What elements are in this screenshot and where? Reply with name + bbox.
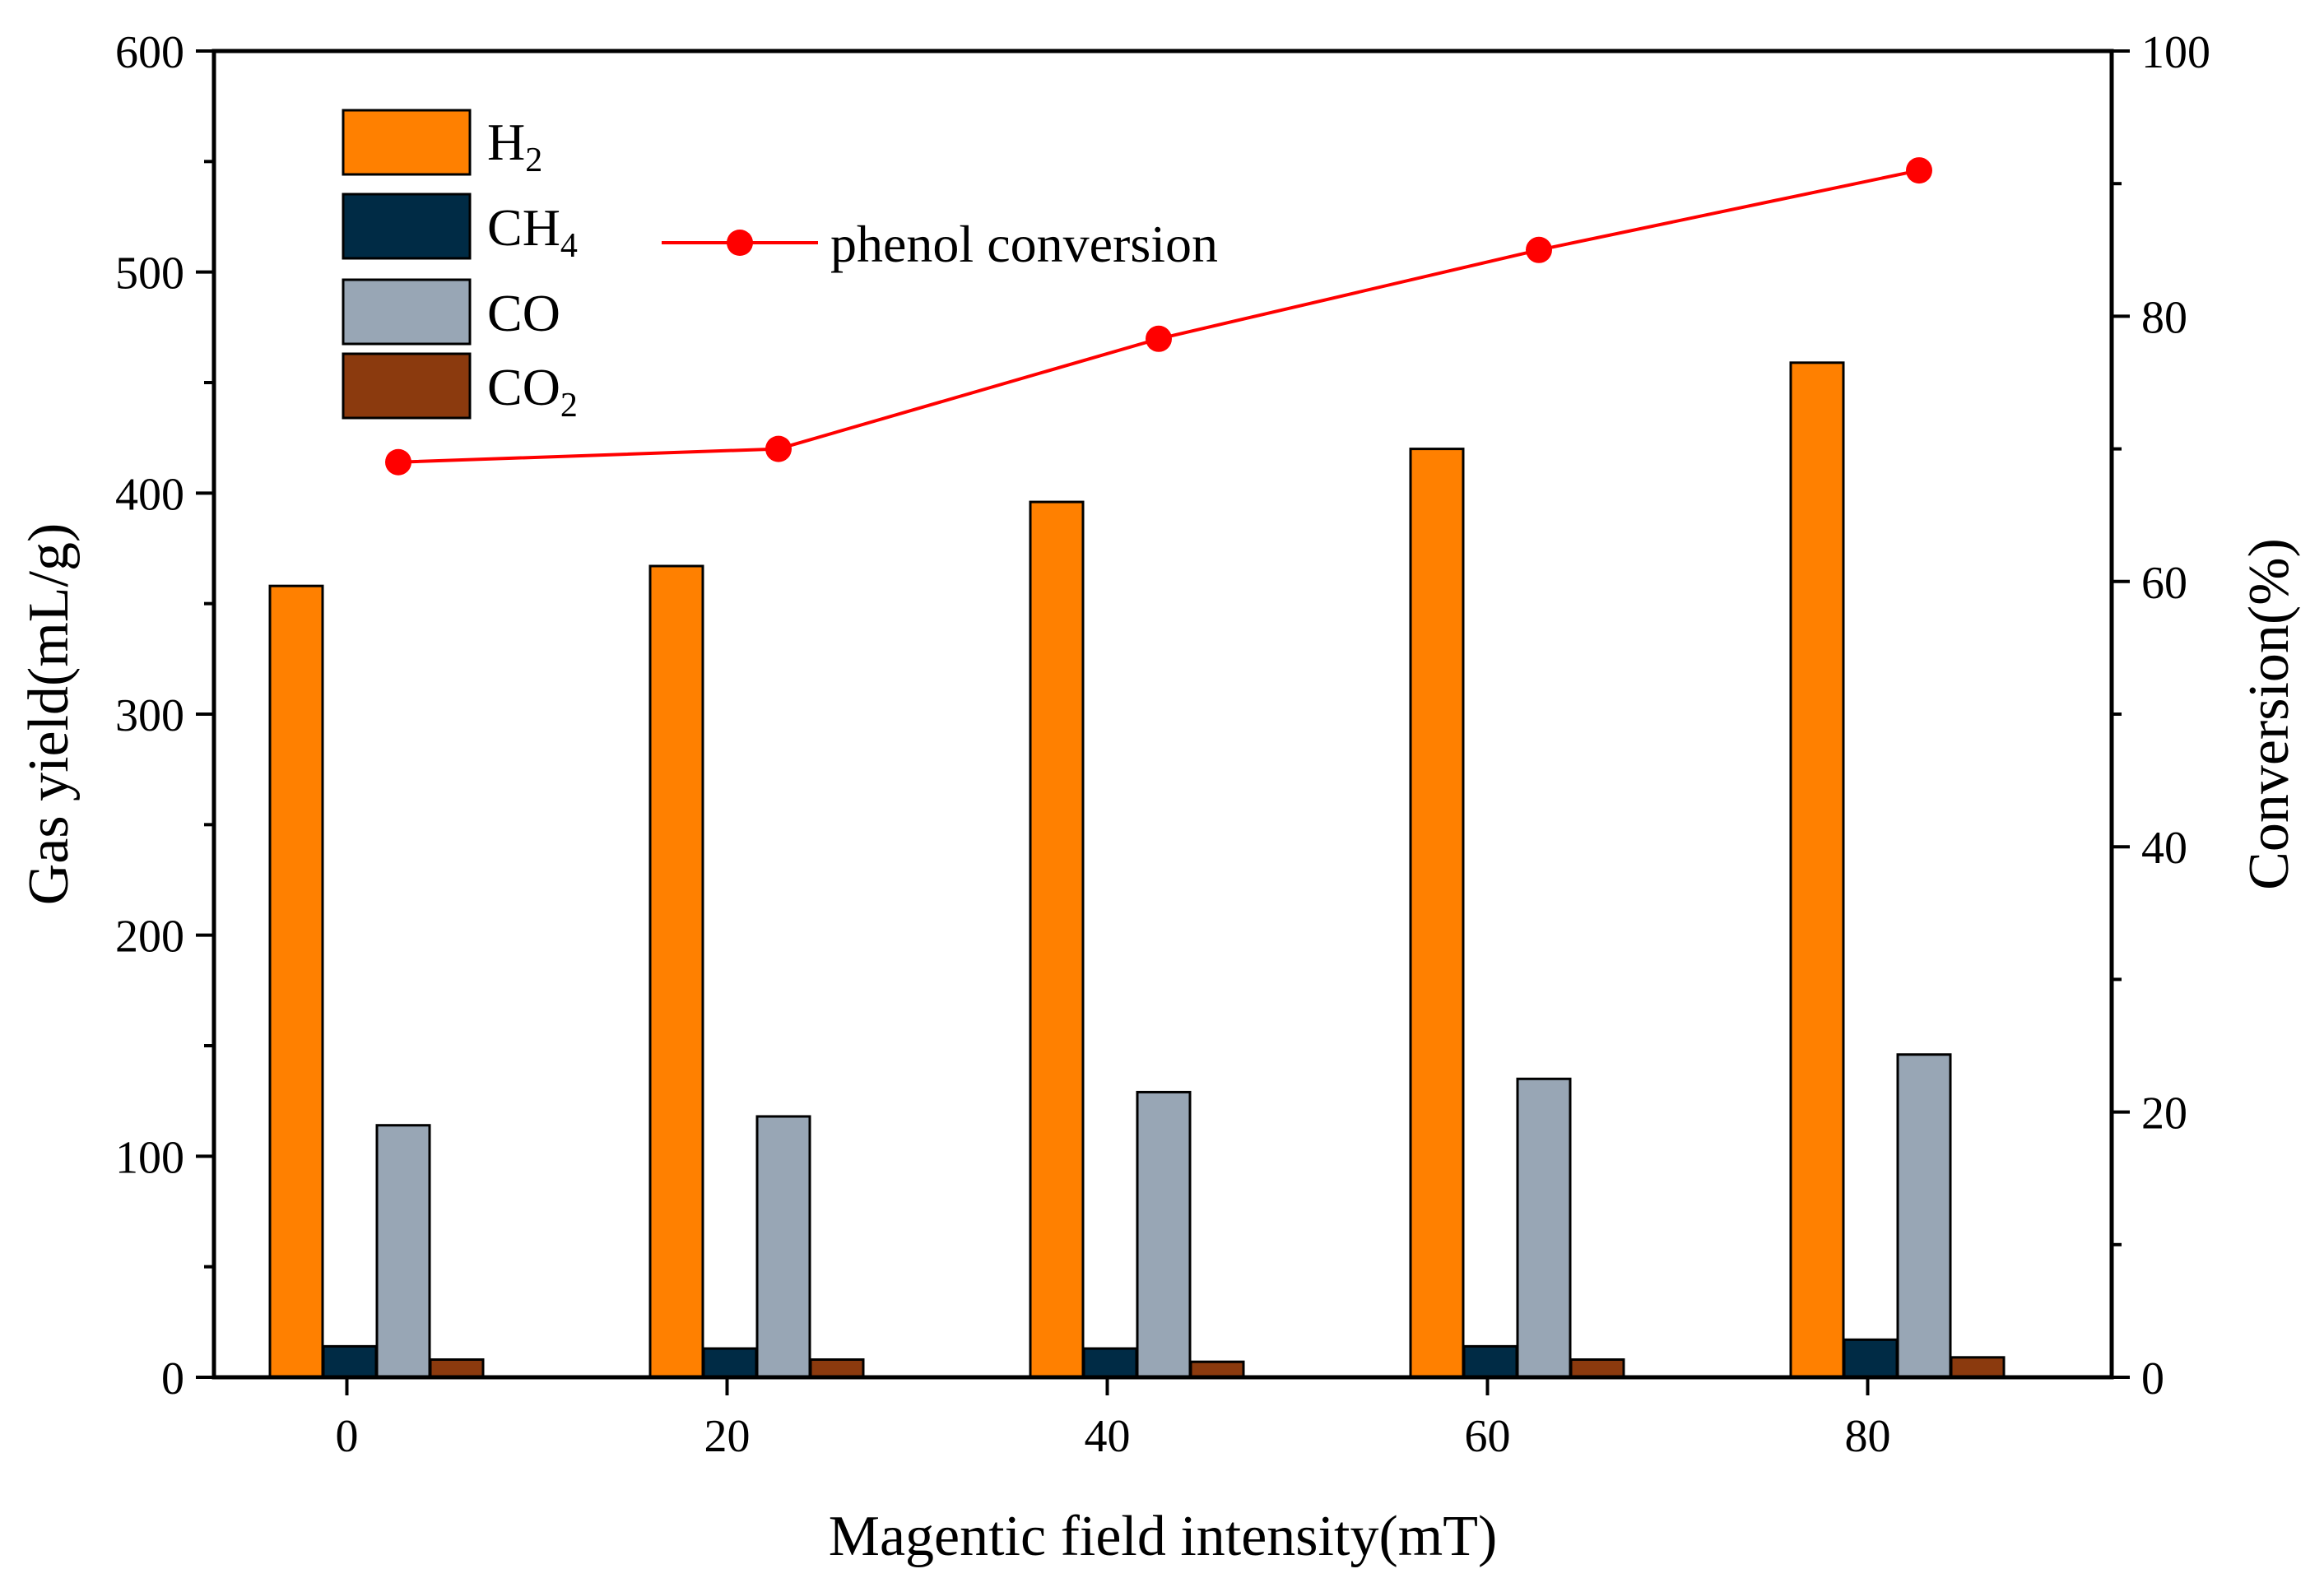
ticks-layer: 0 100 200 300 400 500 600 0 20 40 60 80 100 0 20 40 60 80 bbox=[115, 27, 2210, 1462]
legend-label-co2-sub: 2 bbox=[560, 387, 578, 425]
bar-ch4-80 bbox=[1843, 1338, 1899, 1379]
legend-label-h2: H2 bbox=[487, 113, 542, 179]
y-tick-label-600: 600 bbox=[115, 27, 184, 78]
bar-co-60 bbox=[1516, 1077, 1572, 1379]
legend-label-h2-sub: 2 bbox=[525, 142, 542, 179]
point-phenol-60 bbox=[1526, 236, 1552, 263]
legend-label-phenol: phenol conversion bbox=[830, 215, 1218, 273]
x-tick-label-40: 40 bbox=[1085, 1411, 1131, 1462]
bar-ch4-20 bbox=[702, 1347, 758, 1379]
legend-marker-phenol bbox=[727, 230, 753, 256]
bar-co-40 bbox=[1136, 1090, 1192, 1379]
y2-tick-label-80: 80 bbox=[2141, 292, 2187, 343]
bar-co-20 bbox=[755, 1115, 811, 1379]
y2-tick-label-40: 40 bbox=[2141, 823, 2187, 874]
y2-axis-title: Conversion(%) bbox=[2238, 538, 2301, 890]
bar-co2-0 bbox=[429, 1358, 485, 1379]
y-tick-label-0: 0 bbox=[161, 1353, 184, 1404]
y-tick-label-500: 500 bbox=[115, 248, 184, 299]
bar-co-0 bbox=[375, 1124, 431, 1379]
y2-tick-label-0: 0 bbox=[2141, 1353, 2164, 1404]
point-phenol-20 bbox=[765, 435, 792, 462]
legend: H2 CH4 CO CO2 phenol conversion bbox=[342, 109, 1218, 425]
x-tick-label-20: 20 bbox=[704, 1411, 751, 1462]
bars-layer bbox=[268, 361, 2006, 1379]
bar-co2-20 bbox=[809, 1358, 865, 1379]
bar-co2-80 bbox=[1950, 1356, 2006, 1379]
bar-co-80 bbox=[1896, 1053, 1952, 1379]
x-tick-label-60: 60 bbox=[1465, 1411, 1511, 1462]
point-phenol-0 bbox=[385, 448, 411, 476]
legend-label-h2-main: H bbox=[487, 113, 525, 171]
x-tick-label-80: 80 bbox=[1845, 1411, 1891, 1462]
legend-label-co-main: CO bbox=[487, 284, 560, 342]
x-axis-title: Magentic field intensity(mT) bbox=[829, 1505, 1498, 1568]
y-tick-label-200: 200 bbox=[115, 912, 184, 963]
legend-swatch-co bbox=[342, 278, 472, 346]
legend-label-ch4-main: CH bbox=[487, 198, 560, 257]
y-axis-title: Gas yield(mL/g) bbox=[17, 523, 81, 906]
legend-label-ch4: CH4 bbox=[487, 198, 578, 265]
legend-swatch-co2 bbox=[342, 352, 472, 420]
bar-ch4-60 bbox=[1462, 1344, 1518, 1379]
y2-tick-label-100: 100 bbox=[2141, 27, 2210, 78]
y-tick-label-100: 100 bbox=[115, 1132, 184, 1183]
legend-label-co: CO bbox=[487, 284, 560, 342]
point-phenol-80 bbox=[1906, 157, 1932, 184]
legend-label-co2: CO2 bbox=[487, 358, 578, 425]
legend-label-co2-main: CO bbox=[487, 358, 560, 416]
x-tick-label-0: 0 bbox=[336, 1411, 359, 1462]
y2-tick-label-20: 20 bbox=[2141, 1088, 2187, 1139]
line-layer bbox=[385, 157, 1932, 476]
y-tick-label-300: 300 bbox=[115, 690, 184, 741]
bar-ch4-0 bbox=[322, 1344, 378, 1379]
bar-ch4-40 bbox=[1082, 1347, 1138, 1379]
legend-label-ch4-sub: 4 bbox=[560, 227, 578, 265]
y-tick-label-400: 400 bbox=[115, 469, 184, 520]
bar-h2-80 bbox=[1789, 361, 1845, 1379]
bar-co2-60 bbox=[1569, 1358, 1625, 1379]
bar-co2-40 bbox=[1189, 1360, 1245, 1379]
legend-swatch-h2 bbox=[342, 109, 472, 176]
point-phenol-40 bbox=[1146, 325, 1172, 352]
bar-h2-40 bbox=[1029, 500, 1085, 1379]
bar-h2-20 bbox=[648, 564, 704, 1379]
y2-tick-label-60: 60 bbox=[2141, 558, 2187, 609]
legend-swatch-ch4 bbox=[342, 193, 472, 260]
bar-h2-60 bbox=[1409, 448, 1465, 1379]
bar-h2-0 bbox=[268, 584, 324, 1379]
